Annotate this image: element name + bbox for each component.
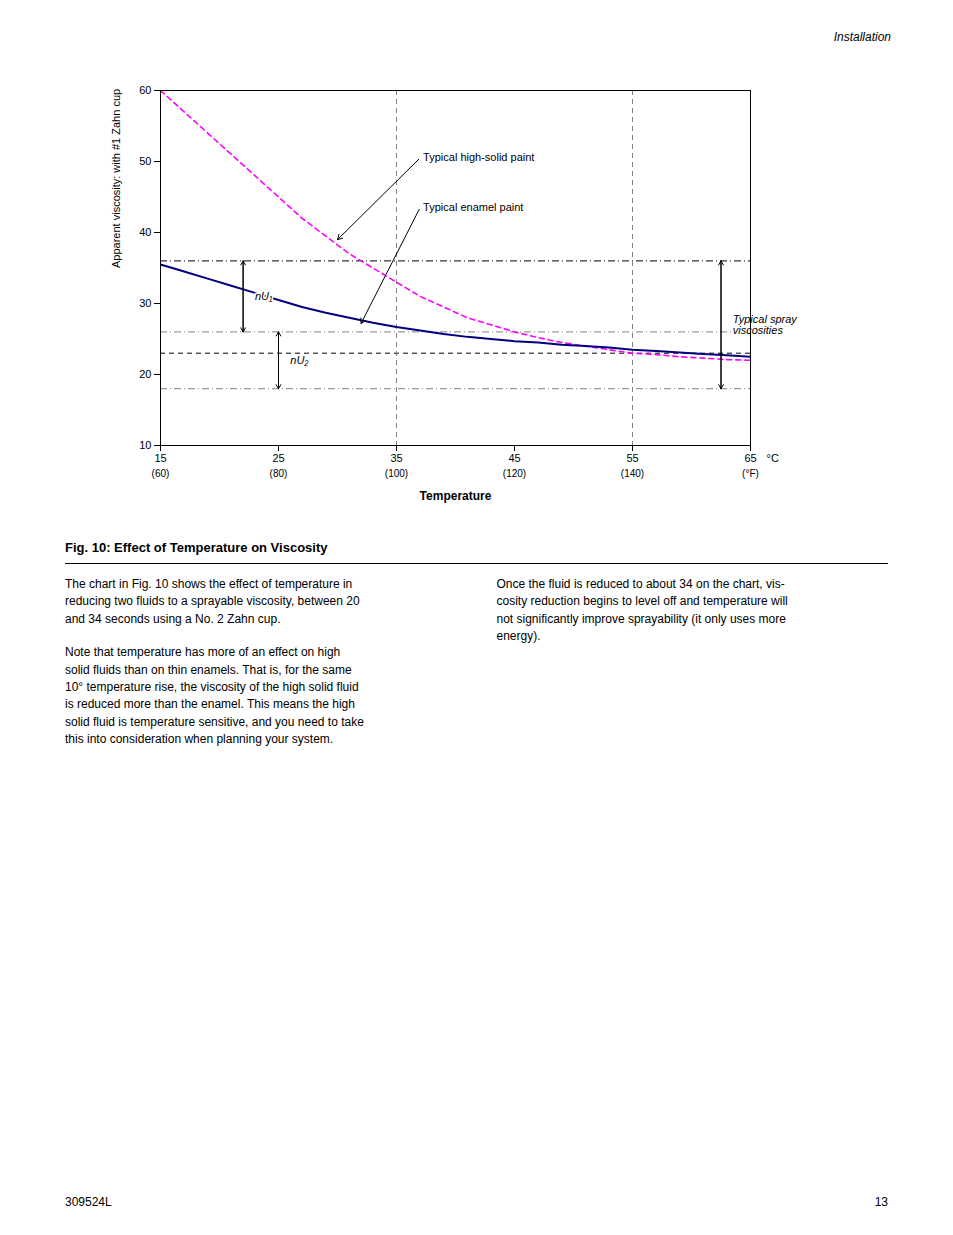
svg-text:nU₁: nU₁ [255,290,273,302]
svg-text:15: 15 [154,452,166,464]
svg-text:40: 40 [139,226,151,238]
svg-text:(100): (100) [385,468,408,479]
svg-text:45: 45 [508,452,520,464]
svg-text:(60): (60) [152,468,170,479]
svg-text:Typical sprayviscosities: Typical sprayviscosities [733,313,798,336]
svg-text:65: 65 [744,452,756,464]
svg-text:(80): (80) [270,468,288,479]
svg-text:20: 20 [139,368,151,380]
svg-text:60: 60 [139,84,151,96]
svg-text:Apparent viscosity: with #1 Za: Apparent viscosity: with #1 Zahn cup [110,89,122,268]
html-text:Note that temperature has more: Note that temperature has more of an eff… [65,645,364,747]
svg-text:(120): (120) [503,468,526,479]
html-text:Fig. 10: Effect of Temperature: Fig. 10: Effect of Temperature on Viscos… [65,540,328,555]
svg-text:(140): (140) [621,468,644,479]
svg-text:nU₂: nU₂ [290,354,309,366]
svg-text:35: 35 [390,452,402,464]
svg-text:Typical enamel paint: Typical enamel paint [423,201,523,213]
svg-text:Typical high-solid paint: Typical high-solid paint [423,151,534,163]
html-text:13: 13 [874,1195,888,1209]
html-text:Once the fluid is reduced to a: Once the fluid is reduced to about 34 on… [496,577,788,644]
svg-text:°C: °C [767,452,779,464]
svg-text:25: 25 [272,452,284,464]
svg-text:50: 50 [139,155,151,167]
svg-text:Temperature: Temperature [420,489,492,503]
svg-text:10: 10 [139,439,151,451]
html-text:Installation: Installation [833,30,891,44]
svg-text:55: 55 [626,452,638,464]
svg-text:(°F): (°F) [742,468,759,479]
html-text:The chart in Fig. 10 shows the: The chart in Fig. 10 shows the effect of… [65,577,360,626]
html-text:309524L: 309524L [65,1195,112,1209]
svg-text:30: 30 [139,297,151,309]
